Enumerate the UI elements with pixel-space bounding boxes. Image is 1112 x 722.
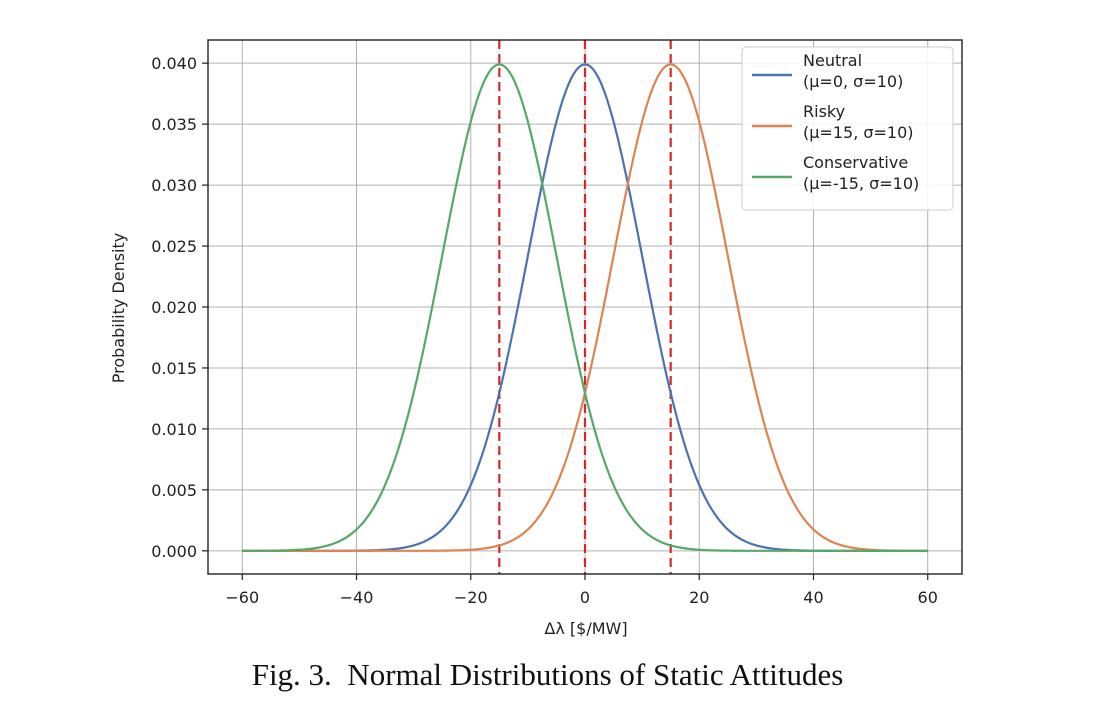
- y-tick-label: 0.040: [151, 54, 197, 73]
- y-tick-label: 0.005: [151, 481, 197, 500]
- legend-label: Conservative (μ=-15, σ=10): [803, 153, 919, 193]
- legend: Neutral (μ=0, σ=10) Risky (μ=15, σ=10) Conse…: [741, 46, 954, 211]
- y-tick-label: 0.010: [151, 420, 197, 439]
- y-axis-label: Probability Density: [109, 233, 128, 384]
- series-line: [242, 63, 928, 552]
- x-tick-label: 20: [689, 588, 709, 607]
- legend-label: Risky (μ=15, σ=10): [803, 102, 914, 142]
- x-tick-label: 60: [918, 588, 938, 607]
- y-tick-label: 0.015: [151, 359, 197, 378]
- y-axis-ticks: 0.000 0.005 0.010 0.015 0.020 0.025 0.030 0.035…: [151, 54, 208, 561]
- y-tick-label: 0.030: [151, 176, 197, 195]
- y-tick-label: 0.025: [151, 237, 197, 256]
- legend-label: Neutral (μ=0, σ=10): [803, 51, 903, 91]
- x-axis-ticks: −60 −40 −20 0 20 40 60: [225, 574, 938, 607]
- series-lines: [242, 63, 928, 552]
- x-axis-label: Δλ [$/MW]: [544, 619, 627, 638]
- legend-box: [741, 46, 954, 211]
- x-tick-label: −40: [340, 588, 374, 607]
- normal-distribution-chart: −60 −40 −20 0 20 40 60 0.0000.0050.0100.0150.0…: [109, 39, 963, 638]
- figure-caption: Fig. 3. Normal Distributions of Static A…: [251, 657, 844, 692]
- x-tick-label: −20: [454, 588, 488, 607]
- x-tick-label: −60: [225, 588, 259, 607]
- reference-lines: [498, 40, 672, 574]
- x-tick-label: 0: [580, 588, 590, 607]
- y-tick-label: 0.035: [151, 115, 197, 134]
- y-tick-label: 0.000: [151, 542, 197, 561]
- y-tick-label: 0.020: [151, 298, 197, 317]
- x-tick-label: 40: [803, 588, 823, 607]
